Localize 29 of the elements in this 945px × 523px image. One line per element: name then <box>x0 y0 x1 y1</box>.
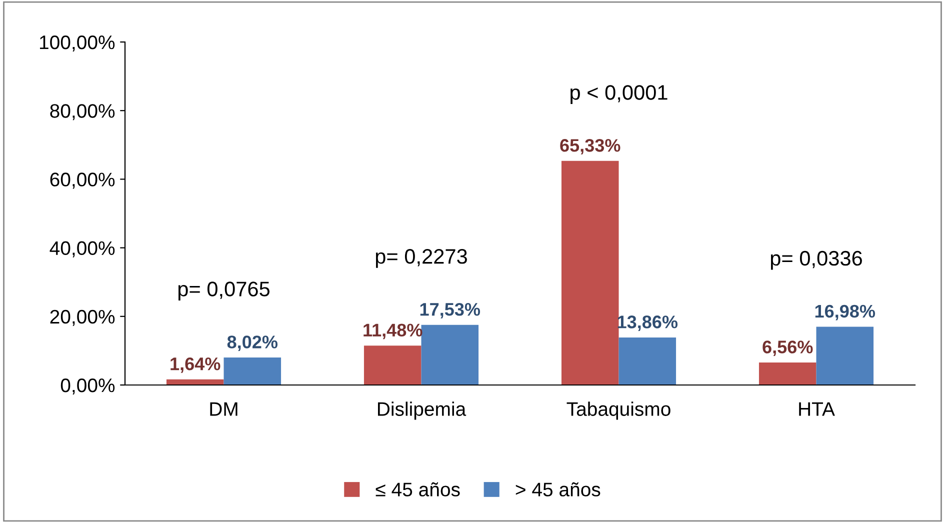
annotation: p= 0,0765 <box>178 282 270 301</box>
y-tick-label: 0,00% <box>60 378 115 395</box>
bar <box>421 324 479 385</box>
data-label: 8,02% <box>227 336 278 351</box>
data-label: 17,53% <box>420 302 480 318</box>
x-tick-label: DM <box>210 402 238 416</box>
bar <box>224 357 282 385</box>
legend-label: > 45 años <box>516 482 600 496</box>
x-tick-label: HTA <box>799 402 835 416</box>
annotation: p= 0,2273 <box>376 249 467 268</box>
y-tick-label: 80,00% <box>50 104 115 120</box>
bar <box>758 362 816 385</box>
bar <box>816 326 874 385</box>
x-tick-label: Dislipemia <box>378 402 466 420</box>
data-label: 6,56% <box>762 340 813 356</box>
data-label: 1,64% <box>170 357 220 373</box>
data-label: 65,33% <box>560 139 620 154</box>
y-tick-label: 40,00% <box>50 241 115 258</box>
bar <box>618 337 676 385</box>
x-tick-label: Tabaquismo <box>566 402 670 420</box>
bar <box>561 160 619 385</box>
data-label: 16,98% <box>815 304 876 320</box>
legend-label: ≤ 45 años <box>376 482 460 496</box>
annotation: p < 0,0001 <box>570 85 668 104</box>
y-tick-label: 20,00% <box>50 310 115 326</box>
bar <box>364 346 422 385</box>
annotation: p= 0,0336 <box>770 250 862 270</box>
y-tick-label: 100,00% <box>40 35 115 52</box>
y-tick-label: 60,00% <box>50 172 115 189</box>
